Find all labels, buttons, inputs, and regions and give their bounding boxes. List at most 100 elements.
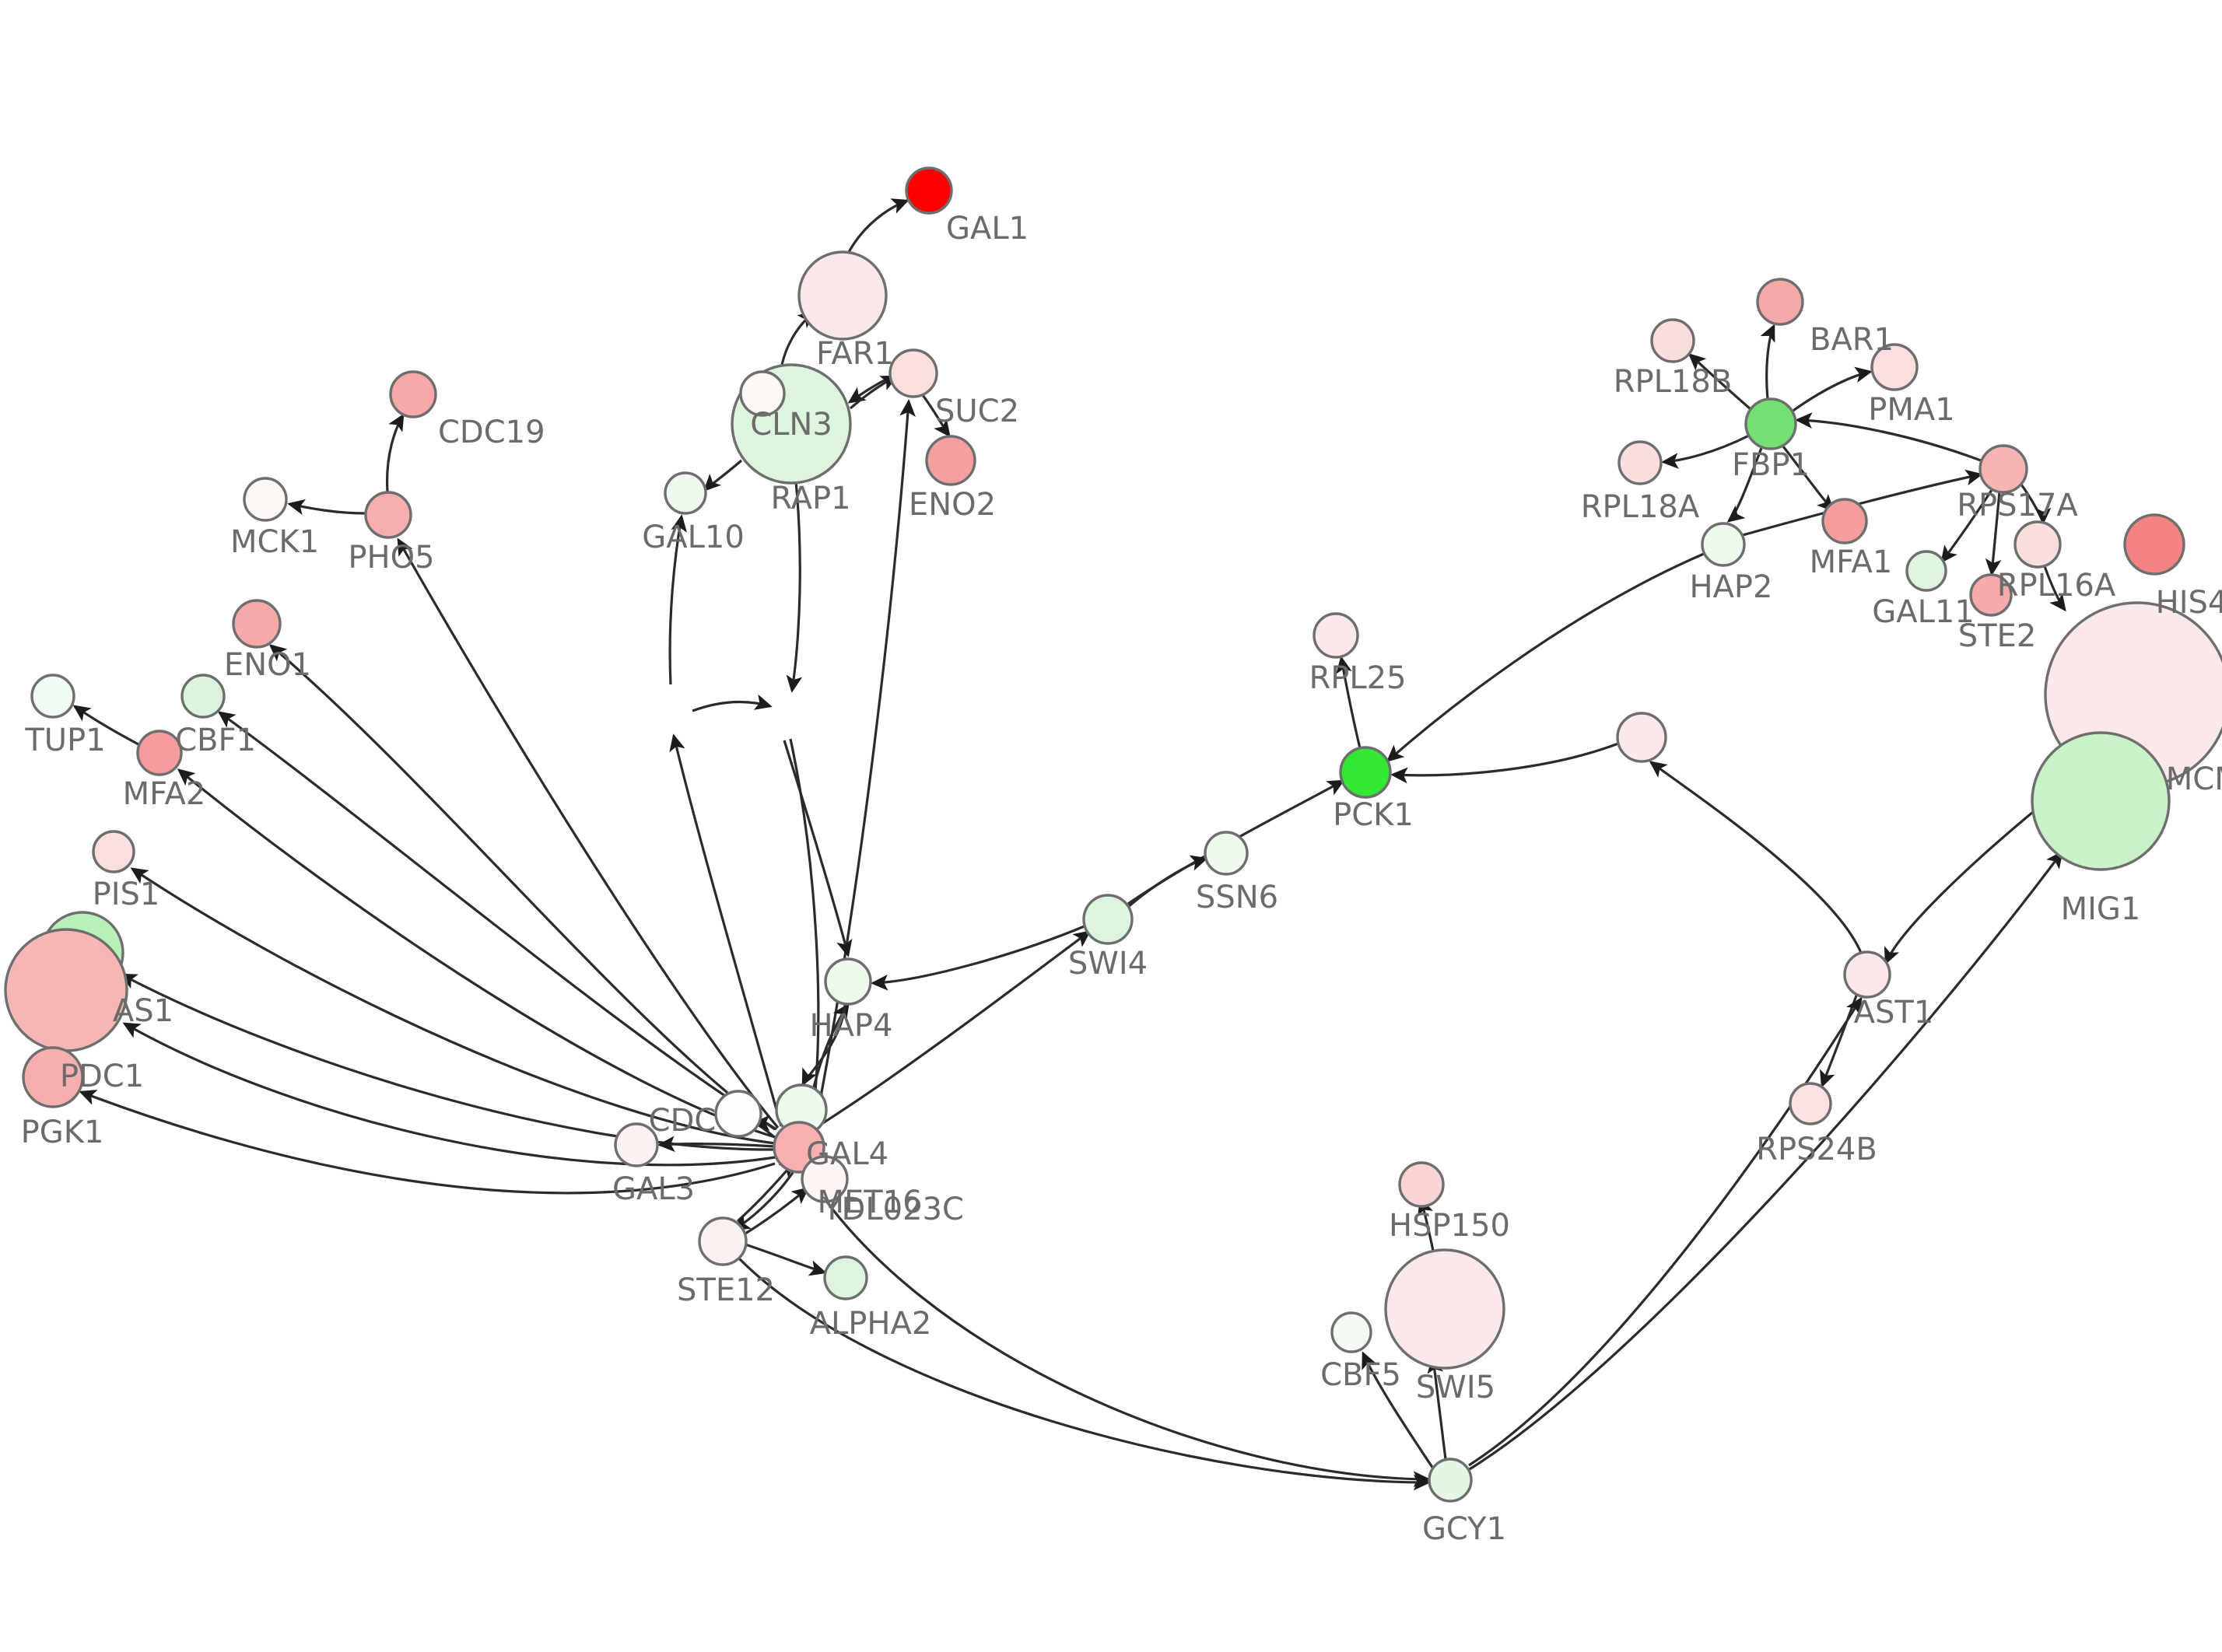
- node-rap1[interactable]: [739, 370, 786, 417]
- node-hap2[interactable]: [1701, 522, 1746, 567]
- node-ssn6[interactable]: [1204, 831, 1249, 876]
- node-mfa1[interactable]: [1821, 498, 1868, 544]
- node-rpl18b[interactable]: [1650, 318, 1695, 363]
- node-hub1[interactable]: [1616, 712, 1667, 763]
- node-pis1[interactable]: [92, 830, 135, 873]
- edge-cln3-to-gal10[interactable]: [703, 459, 743, 492]
- edge-rps17a-to-fbp1[interactable]: [1795, 412, 1982, 462]
- node-rpl18a[interactable]: [1617, 440, 1663, 485]
- edge-gal80-to-mud2[interactable]: [692, 694, 773, 712]
- node-pdc1[interactable]: [4, 928, 128, 1052]
- edge-gal4-to-pdc1[interactable]: [122, 1022, 776, 1167]
- node-pgk1[interactable]: [22, 1046, 84, 1108]
- edge-gal4-to-pho5[interactable]: [397, 537, 780, 1129]
- node-gal1[interactable]: [905, 166, 953, 215]
- node-label-ast1: AST1: [1854, 995, 1934, 1031]
- node-label-gal11: GAL11: [1872, 594, 1975, 630]
- node-ste12[interactable]: [698, 1216, 748, 1266]
- node-cdc[interactable]: [714, 1090, 762, 1138]
- edge-gal4-to-gal80[interactable]: [669, 733, 783, 1127]
- edge-gal4-to-cbf1[interactable]: [217, 711, 777, 1131]
- node-rps17a[interactable]: [1978, 444, 2028, 494]
- node-ast1[interactable]: [1843, 950, 1891, 999]
- edge-pck1-to-rpl25[interactable]: [1336, 656, 1362, 749]
- node-bar1[interactable]: [1756, 278, 1804, 326]
- node-gcy1[interactable]: [1428, 1458, 1473, 1503]
- edge-gal4-to-pgk1[interactable]: [79, 1090, 776, 1195]
- node-mck1[interactable]: [243, 477, 288, 522]
- node-far1[interactable]: [797, 250, 888, 341]
- edge-suc2-to-eno2[interactable]: [921, 394, 951, 438]
- edge-suc2-to-cln3[interactable]: [847, 375, 892, 404]
- edge-hap2-to-pck1[interactable]: [1386, 552, 1705, 762]
- edge-gcy1-to-mig1[interactable]: [1465, 850, 2063, 1473]
- edge-fbp1-to-pma1[interactable]: [1790, 366, 1873, 414]
- edge-gcy1-to-ast1[interactable]: [1468, 996, 1863, 1467]
- edge-fbp1-to-rpl18b[interactable]: [1688, 353, 1752, 411]
- edge-fbp1-to-bar1[interactable]: [1760, 324, 1775, 400]
- node-pma1[interactable]: [1870, 343, 1919, 391]
- edge-far1-to-gal1[interactable]: [847, 198, 909, 253]
- edge-rps17a-to-gal11[interactable]: [1940, 489, 1993, 564]
- node-eno1[interactable]: [232, 599, 282, 649]
- node-fbp1[interactable]: [1744, 397, 1797, 450]
- edge-rpl16a-to-mcm1[interactable]: [2043, 565, 2066, 612]
- node-cbf1[interactable]: [180, 674, 226, 719]
- edge-pho5-to-cdc19[interactable]: [385, 413, 405, 492]
- node-mig1[interactable]: [2031, 731, 2171, 871]
- node-gal3[interactable]: [614, 1122, 659, 1167]
- edge-gal4-to-swi4[interactable]: [815, 930, 1092, 1129]
- node-label-suc2: SUC2: [935, 394, 1019, 429]
- node-cdc19[interactable]: [389, 370, 437, 418]
- node-gal11[interactable]: [1905, 550, 1947, 592]
- node-rpl25[interactable]: [1313, 612, 1359, 659]
- node-hap4[interactable]: [824, 957, 872, 1006]
- edge-cln3-to-suc2[interactable]: [849, 375, 899, 410]
- node-pck1[interactable]: [1339, 746, 1392, 799]
- edge-swi4-to-hap4[interactable]: [871, 924, 1087, 991]
- node-label-ste2: STE2: [1958, 618, 2037, 654]
- node-eno2[interactable]: [925, 435, 976, 486]
- node-ste2[interactable]: [1969, 573, 2013, 617]
- node-gal10[interactable]: [664, 471, 707, 515]
- edge-ast1-to-hub1[interactable]: [1649, 761, 1863, 954]
- edge-mig1-to-ast1[interactable]: [1884, 800, 2048, 965]
- node-ydl023c[interactable]: [801, 1155, 849, 1203]
- edge-mud2-to-hap4[interactable]: [783, 740, 853, 957]
- node-tup1[interactable]: [30, 674, 75, 719]
- edge-pho5-to-mck1[interactable]: [287, 499, 366, 516]
- node-rps24b[interactable]: [1789, 1082, 1832, 1125]
- edge-gal4-to-eno1[interactable]: [268, 644, 776, 1131]
- edge-gal4-to-pis1[interactable]: [130, 867, 776, 1145]
- edge-hub1-to-pck1[interactable]: [1390, 742, 1619, 784]
- edge-fbp1-to-hap2[interactable]: [1726, 447, 1763, 523]
- node-hsp150[interactable]: [1398, 1161, 1445, 1208]
- node-suc2[interactable]: [888, 348, 938, 398]
- node-rpl16a[interactable]: [2013, 520, 2062, 569]
- edge-mud2-to-gal4[interactable]: [789, 738, 824, 1110]
- edge-ast1-to-rps24b[interactable]: [1820, 995, 1858, 1088]
- edge-gal4-to-mfa2[interactable]: [177, 768, 776, 1139]
- edge-gcy1-to-cbf5[interactable]: [1362, 1351, 1435, 1469]
- edge-gal4-to-gal3[interactable]: [657, 1136, 776, 1153]
- node-cbf5[interactable]: [1330, 1311, 1372, 1353]
- edge-hap4-to-met16[interactable]: [801, 1004, 846, 1087]
- node-mfa2[interactable]: [136, 730, 183, 776]
- edge-ste12-to-alpha2[interactable]: [745, 1243, 827, 1276]
- edge-rps17a-to-ste2[interactable]: [1985, 492, 2002, 576]
- node-swi4[interactable]: [1082, 894, 1134, 945]
- edge-ste12-to-ydl023c[interactable]: [745, 1187, 810, 1235]
- edge-gal80-to-gal10[interactable]: [668, 514, 687, 685]
- edge-hap2-to-rps17a[interactable]: [1742, 469, 1983, 537]
- node-label-hap2: HAP2: [1689, 569, 1772, 605]
- node-alpha2[interactable]: [823, 1255, 868, 1300]
- node-pho5[interactable]: [364, 491, 412, 539]
- edge-ste12-to-gcy1[interactable]: [738, 1257, 1431, 1491]
- edge-gal4-to-gcy1[interactable]: [804, 1171, 1431, 1488]
- edge-swi4-to-ssn6[interactable]: [1127, 855, 1208, 908]
- edge-mfa2-to-tup1[interactable]: [72, 705, 139, 746]
- node-his4[interactable]: [2123, 513, 2185, 576]
- edge-fbp1-to-rpl18a[interactable]: [1661, 434, 1750, 469]
- node-swi5[interactable]: [1384, 1248, 1505, 1370]
